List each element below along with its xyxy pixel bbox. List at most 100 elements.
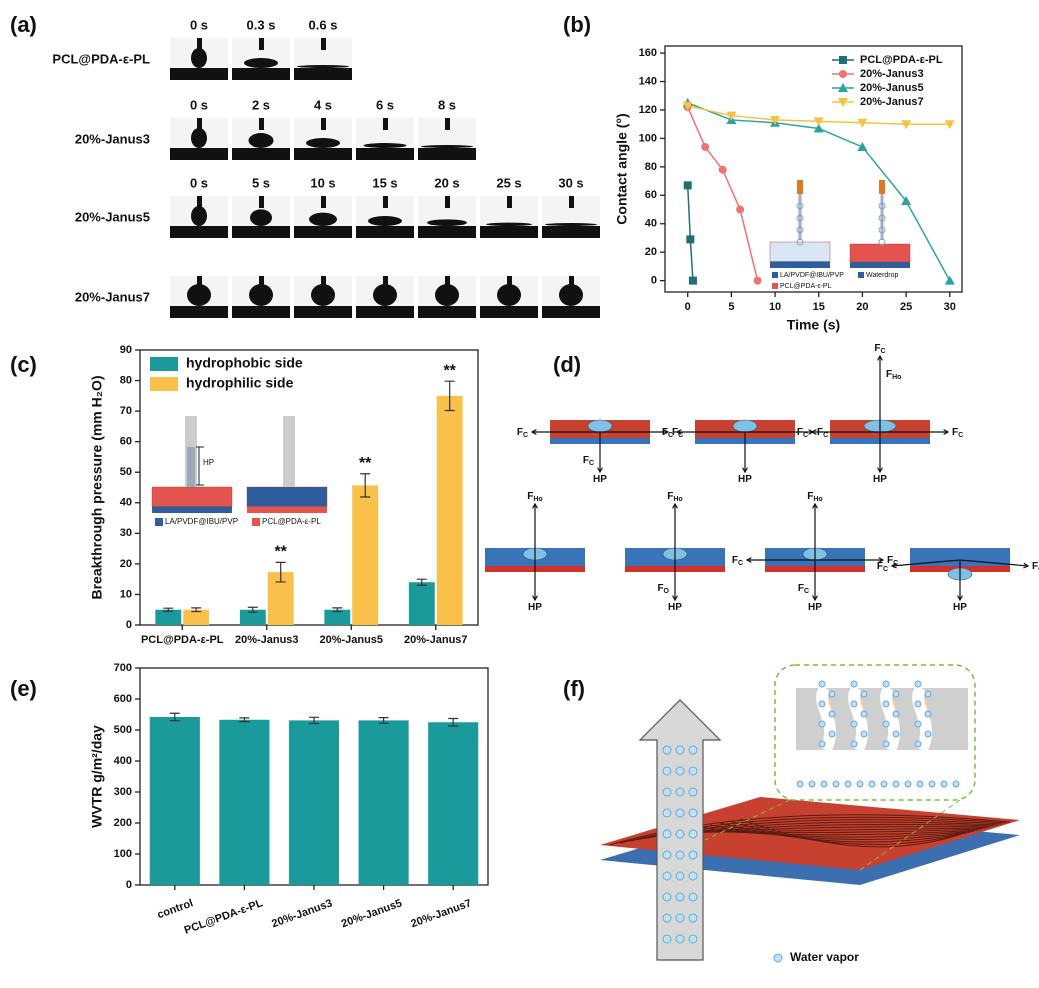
substrate xyxy=(232,226,290,238)
vapor-particle xyxy=(868,780,876,788)
force-symbol: F xyxy=(662,427,668,438)
layer-bottom xyxy=(247,506,327,513)
vapor-particle xyxy=(850,680,858,688)
x-tick-label: 15 xyxy=(813,301,825,313)
vapor-particle xyxy=(828,690,836,698)
force-label: FC xyxy=(877,561,888,573)
fiber xyxy=(609,814,1011,846)
marker xyxy=(682,101,693,111)
droplet xyxy=(297,65,349,68)
force-subscript: Ho xyxy=(533,496,542,503)
vapor-particle xyxy=(675,745,685,755)
x-tick-label: 25 xyxy=(900,301,912,313)
droplet xyxy=(368,216,402,226)
bar xyxy=(408,582,435,625)
vapor-particle xyxy=(662,892,672,902)
y-tick-label: 700 xyxy=(114,662,132,674)
hp-arrow xyxy=(196,446,204,486)
substrate xyxy=(170,306,228,318)
vapor-particle xyxy=(662,808,672,818)
droplet xyxy=(187,284,211,306)
droplet xyxy=(373,284,397,306)
waterdrop xyxy=(878,214,886,222)
substrate xyxy=(232,306,290,318)
force-symbol: F xyxy=(807,491,813,502)
droplet xyxy=(559,284,583,306)
force-label: HP xyxy=(668,602,682,613)
vapor-particle xyxy=(820,780,828,788)
marker xyxy=(813,123,824,133)
vapor-particle xyxy=(662,850,672,860)
bar xyxy=(428,722,479,885)
vapor-particle xyxy=(675,913,685,923)
legend-swatch xyxy=(150,377,178,391)
needle xyxy=(569,196,574,208)
y-axis-label: Breakthrough pressure (mm H₂O) xyxy=(89,375,105,599)
force-label: FC xyxy=(732,555,743,567)
force-symbol: F xyxy=(874,343,880,354)
needle xyxy=(321,38,326,50)
force-label: HP xyxy=(528,602,542,613)
layer-top xyxy=(151,486,233,507)
fiber-mat-top xyxy=(600,797,1020,870)
error-bar xyxy=(163,607,174,612)
error-bar xyxy=(448,717,459,727)
force-symbol: F xyxy=(527,491,533,502)
drop xyxy=(587,419,613,433)
force-arrow xyxy=(742,432,748,474)
legend-icon xyxy=(772,272,778,278)
needle xyxy=(321,196,326,208)
force-arrow xyxy=(532,560,538,602)
vapor-particle xyxy=(856,780,864,788)
legend-label: PCL@PDA-ε-PL xyxy=(860,54,943,66)
row-label: 20%-Janus7 xyxy=(75,289,150,304)
droplet xyxy=(309,212,337,226)
waterdrop xyxy=(796,202,804,210)
substrate xyxy=(294,306,352,318)
y-tick-label: 90 xyxy=(120,344,132,356)
waterdrop xyxy=(878,238,886,246)
force-arrow xyxy=(815,557,885,563)
force-symbol: HP xyxy=(528,602,542,613)
waterdrop xyxy=(878,202,886,210)
needle xyxy=(197,118,202,130)
needle xyxy=(383,118,388,130)
x-tick-label: 20%-Janus5 xyxy=(319,634,383,646)
substrate xyxy=(356,306,414,318)
vapor-particle xyxy=(688,892,698,902)
x-tick-label: 20 xyxy=(856,301,868,313)
marker xyxy=(857,118,868,128)
error-bar xyxy=(360,473,371,498)
force-subscript: Ho xyxy=(673,496,682,503)
y-axis-label: Contact angle (°) xyxy=(614,113,630,224)
force-symbol: HP xyxy=(808,602,822,613)
waterdrop xyxy=(796,238,804,246)
y-tick-label: 70 xyxy=(120,405,132,417)
vapor-particle xyxy=(892,710,900,718)
force-label: HP xyxy=(593,474,607,485)
force-label: FC xyxy=(952,427,963,439)
marker xyxy=(901,120,912,130)
y-tick-label: 50 xyxy=(120,466,132,478)
error-bar xyxy=(275,561,286,583)
vapor-particle xyxy=(924,730,932,738)
vapor-particle xyxy=(850,720,858,728)
series-line xyxy=(686,185,694,281)
needle xyxy=(383,196,388,208)
force-arrow xyxy=(957,560,963,602)
layer-top xyxy=(849,243,911,263)
vapor-particle xyxy=(688,913,698,923)
bar xyxy=(288,720,340,885)
vapor-particle xyxy=(914,680,922,688)
y-tick-label: 40 xyxy=(645,218,657,230)
substrate xyxy=(294,68,352,80)
vapor-particle xyxy=(808,780,816,788)
waterdrop xyxy=(796,226,804,234)
water-column xyxy=(187,447,195,487)
legend-label: hydrophilic side xyxy=(186,375,294,391)
time-label: 30 s xyxy=(558,175,583,190)
vapor-particle xyxy=(688,871,698,881)
inset-legend: PCL@PDA-ε-PL xyxy=(262,517,321,526)
droplet xyxy=(486,222,532,226)
marker xyxy=(683,181,692,190)
